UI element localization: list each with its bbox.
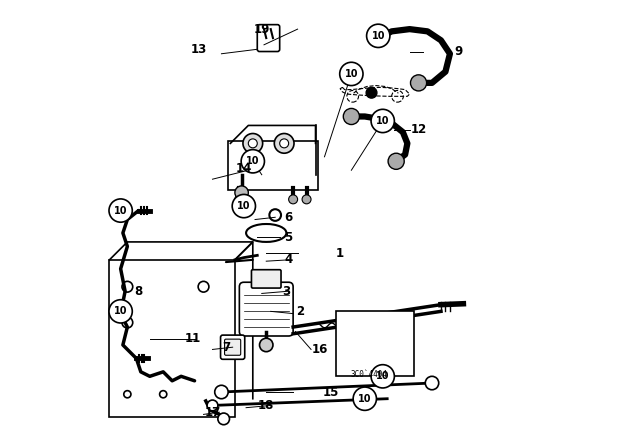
Circle shape xyxy=(302,195,311,204)
Text: 6: 6 xyxy=(285,211,292,224)
Circle shape xyxy=(371,109,394,133)
Circle shape xyxy=(366,87,377,98)
Text: 10: 10 xyxy=(358,394,372,404)
Circle shape xyxy=(260,338,273,352)
Circle shape xyxy=(235,186,248,199)
Circle shape xyxy=(215,385,228,399)
Text: 8: 8 xyxy=(134,284,143,298)
Text: 10: 10 xyxy=(114,206,127,215)
Text: 10: 10 xyxy=(376,371,390,381)
Text: 17: 17 xyxy=(204,405,221,419)
Text: 11: 11 xyxy=(184,332,200,345)
Text: 10: 10 xyxy=(237,201,251,211)
Circle shape xyxy=(218,413,230,425)
Text: 10: 10 xyxy=(246,156,260,166)
Circle shape xyxy=(370,30,387,46)
Text: 10: 10 xyxy=(376,116,390,126)
Circle shape xyxy=(109,300,132,323)
Text: 15: 15 xyxy=(323,385,339,399)
Circle shape xyxy=(340,62,363,86)
Circle shape xyxy=(367,24,390,47)
Circle shape xyxy=(280,139,289,148)
Circle shape xyxy=(410,75,427,91)
Text: 16: 16 xyxy=(312,343,328,356)
Circle shape xyxy=(241,150,264,173)
Text: 2: 2 xyxy=(296,305,304,318)
Text: 18: 18 xyxy=(258,399,275,412)
FancyBboxPatch shape xyxy=(257,25,280,52)
Circle shape xyxy=(343,108,360,125)
Text: 14: 14 xyxy=(236,161,252,175)
FancyBboxPatch shape xyxy=(109,260,235,417)
Circle shape xyxy=(109,199,132,222)
Circle shape xyxy=(207,400,218,411)
Text: 10: 10 xyxy=(371,31,385,41)
FancyBboxPatch shape xyxy=(228,141,317,190)
Circle shape xyxy=(425,376,439,390)
Text: 5: 5 xyxy=(285,231,292,244)
Circle shape xyxy=(353,387,376,410)
Text: 4: 4 xyxy=(285,253,292,267)
Text: 7: 7 xyxy=(222,340,230,354)
FancyBboxPatch shape xyxy=(239,282,293,336)
Circle shape xyxy=(371,365,394,388)
Circle shape xyxy=(235,195,244,204)
Text: 13: 13 xyxy=(191,43,207,56)
Text: 3: 3 xyxy=(282,284,291,298)
Circle shape xyxy=(289,195,298,204)
Circle shape xyxy=(248,139,257,148)
FancyBboxPatch shape xyxy=(221,335,244,359)
Text: 19: 19 xyxy=(253,22,270,36)
Text: 12: 12 xyxy=(410,123,427,137)
Circle shape xyxy=(232,194,255,218)
Bar xyxy=(336,311,414,376)
Text: 10: 10 xyxy=(114,306,127,316)
Text: 3C0`4404: 3C0`4404 xyxy=(351,370,388,379)
Circle shape xyxy=(275,134,294,153)
Text: 9: 9 xyxy=(455,45,463,58)
Text: 1: 1 xyxy=(336,246,344,260)
FancyBboxPatch shape xyxy=(225,339,241,355)
Circle shape xyxy=(388,153,404,169)
Circle shape xyxy=(243,134,262,153)
FancyBboxPatch shape xyxy=(252,270,281,288)
Text: 10: 10 xyxy=(344,69,358,79)
